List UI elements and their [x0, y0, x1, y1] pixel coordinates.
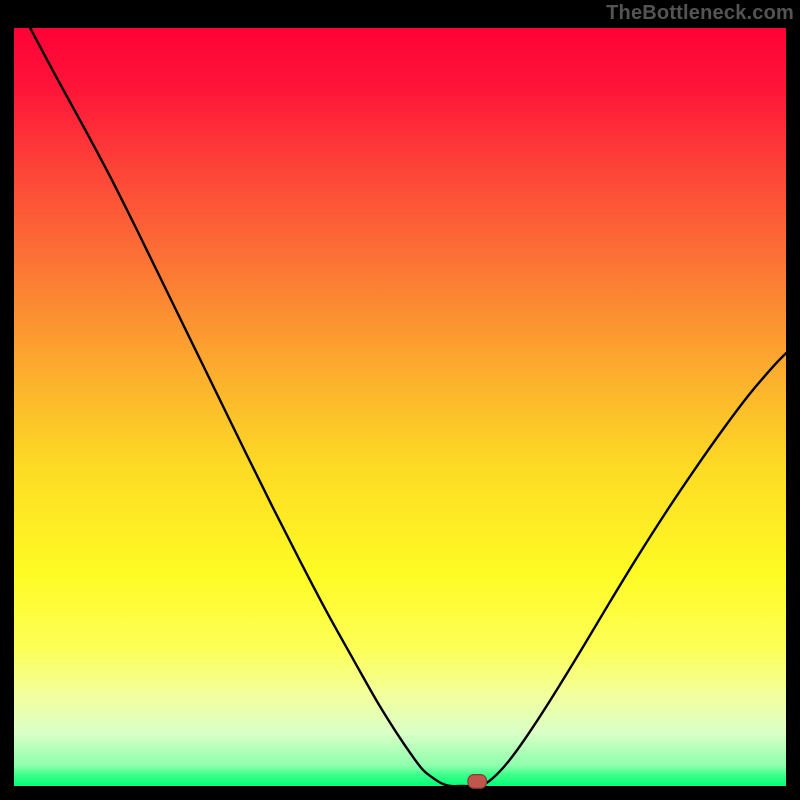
bottleneck-chart: [0, 0, 800, 800]
optimum-marker: [468, 775, 487, 789]
watermark-text: TheBottleneck.com: [606, 2, 794, 25]
plot-background: [14, 28, 786, 786]
